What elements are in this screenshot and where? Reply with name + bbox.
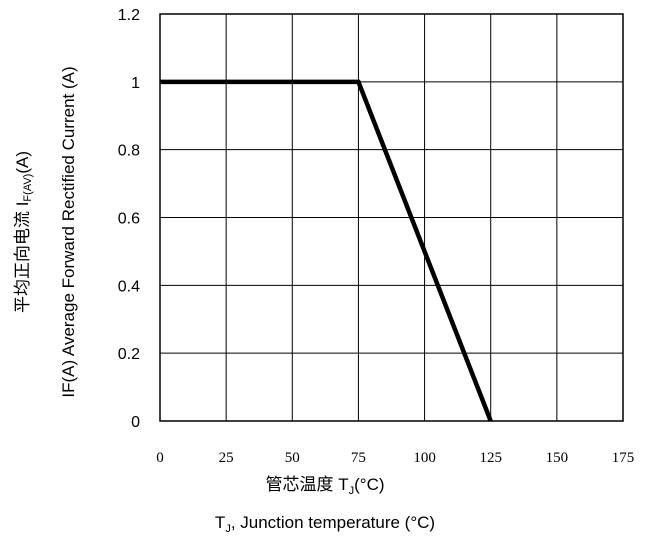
x-axis-label-cn-text: 管芯温度 — [265, 475, 333, 494]
plot-area-frame — [159, 13, 624, 422]
x-tick-label: 0 — [156, 450, 164, 466]
x-axis-label-cn: 管芯温度 TJ(°C) — [265, 475, 384, 497]
x-tick-label: 25 — [219, 450, 234, 466]
y-axis-label-subscript: F(AV) — [22, 174, 34, 202]
x-tick-label: 100 — [413, 450, 436, 466]
y-axis-label-unit: (A) — [13, 151, 32, 174]
y-tick-label: 0.6 — [118, 211, 140, 228]
y-tick-label: 0 — [131, 414, 140, 431]
x-tick-label: 50 — [285, 450, 300, 466]
y-axis-label-symbol: I — [13, 202, 32, 207]
x-axis-label-en-symbol: T — [215, 513, 225, 532]
y-tick-label: 1 — [131, 75, 140, 92]
x-axis-label-en-subscript: J — [225, 523, 231, 535]
x-axis-label-unit: (°C) — [354, 475, 384, 494]
x-axis-label-symbol: T — [338, 475, 348, 494]
y-tick-label: 0.8 — [118, 143, 140, 160]
y-tick-label: 1.2 — [118, 7, 140, 24]
series-line — [160, 79, 493, 422]
x-tick-labels: 0 25 50 75 100 125 150 175 — [156, 450, 634, 466]
x-tick-label: 125 — [479, 450, 502, 466]
x-tick-label: 175 — [612, 450, 635, 466]
y-axis-label-cn-text: 平均正向电流 — [13, 211, 32, 313]
x-axis-label-en: TJ, Junction temperature (°C) — [215, 513, 435, 535]
x-axis-label-en-text: , Junction temperature (°C) — [231, 513, 435, 532]
y-tick-labels: 0 0.2 0.4 0.6 0.8 1 1.2 — [118, 7, 140, 431]
y-axis-label-en: IF(A) Average Forward Rectified Current … — [59, 66, 78, 397]
grid-lines — [160, 14, 623, 421]
x-axis-label-subscript: J — [349, 485, 355, 497]
y-tick-label: 0.2 — [118, 346, 140, 363]
y-axis-label-cn: 平均正向电流 IF(AV)(A) — [13, 151, 34, 313]
x-tick-label: 75 — [351, 450, 366, 466]
y-tick-label: 0.4 — [118, 278, 140, 295]
x-tick-label: 150 — [546, 450, 569, 466]
